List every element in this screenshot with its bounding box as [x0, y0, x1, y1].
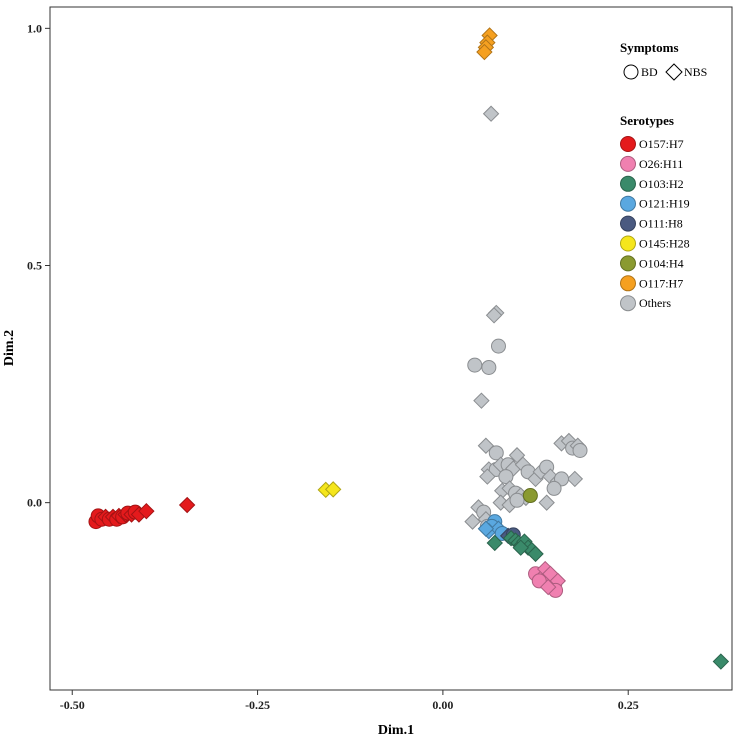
point-others: [485, 307, 503, 324]
legend-symptom-label: NBS: [684, 65, 707, 79]
point-o157-h7: [138, 502, 155, 520]
point-o117-h7: [476, 43, 493, 61]
point-others: [481, 359, 497, 375]
legend-serotypes: O157:H7 O26:H11 O103:H2 O121:H19 O111:H8 O145…: [620, 136, 690, 312]
point-others: [509, 492, 525, 508]
point-o103-h2: [486, 534, 503, 552]
point-others: [488, 445, 504, 461]
point-o104-h4: [522, 488, 538, 504]
ticks-layer: -0.50 -0.25 0.00 0.25 0.0 0.5 1.0: [27, 21, 639, 712]
point-o103-h2: [527, 545, 544, 563]
point-others: [572, 442, 588, 458]
legend-circle-key: [623, 64, 639, 80]
legend-swatch: [620, 215, 636, 232]
point-others: [479, 468, 496, 485]
legend-serotype-label: O121:H19: [639, 197, 690, 211]
legend-swatch: [620, 175, 636, 192]
point-others: [538, 494, 555, 511]
point-others: [490, 338, 506, 354]
point-others: [467, 357, 483, 373]
y-axis-title: Dim.2: [2, 330, 17, 366]
point-others: [566, 470, 584, 488]
legend-serotype-label: O26:H11: [639, 157, 683, 171]
legend-swatch: [620, 295, 636, 312]
x-tick-label: -0.25: [245, 698, 270, 712]
point-o103-h2: [512, 539, 529, 556]
legend-serotype-label: O104:H4: [639, 256, 684, 270]
point-others: [473, 392, 490, 409]
point-others: [482, 105, 500, 122]
legend-serotype-label: O117:H7: [639, 276, 683, 290]
legend-swatch: [620, 235, 636, 252]
plot-panel: [49, 6, 733, 691]
legend-serotype-label: O157:H7: [639, 137, 684, 151]
legend-symptoms: BD NBS: [623, 63, 707, 81]
x-axis-title: Dim.1: [378, 723, 414, 738]
legend-swatch: [620, 195, 636, 212]
legend-symptoms-title: Symptoms: [620, 40, 679, 55]
point-others: [498, 469, 514, 485]
legend-serotype-label: O111:H8: [639, 217, 683, 231]
legend-serotype-label: Others: [639, 296, 671, 310]
x-tick-label: 0.00: [432, 698, 453, 712]
legend-swatch: [620, 155, 636, 172]
points-layer: [88, 27, 730, 670]
legend-serotype-label: O103:H2: [639, 177, 684, 191]
point-others: [464, 513, 481, 530]
y-tick-label: 0.0: [27, 496, 42, 510]
legend: Symptoms BD NBS Serotypes O157:H7O26:H11O…: [620, 40, 707, 312]
legend-serotypes-title: Serotypes: [620, 113, 674, 128]
legend-swatch: [620, 255, 636, 272]
legend-diamond-key: [665, 63, 683, 81]
point-others: [546, 480, 562, 496]
legend-symptom-label: BD: [641, 65, 658, 79]
point-o145-h28: [324, 481, 342, 498]
point-o26-h11: [539, 578, 557, 596]
legend-serotype-label: O145:H28: [639, 237, 690, 251]
legend-swatch: [620, 136, 636, 152]
y-tick-label: 0.5: [27, 258, 42, 272]
legend-swatch: [620, 275, 636, 292]
x-tick-label: 0.25: [618, 698, 639, 712]
y-tick-label: 1.0: [27, 21, 42, 35]
x-tick-label: -0.50: [60, 698, 85, 712]
point-o157-h7: [178, 496, 196, 514]
point-o121-h19: [477, 520, 495, 537]
point-o103-h2: [712, 653, 730, 670]
